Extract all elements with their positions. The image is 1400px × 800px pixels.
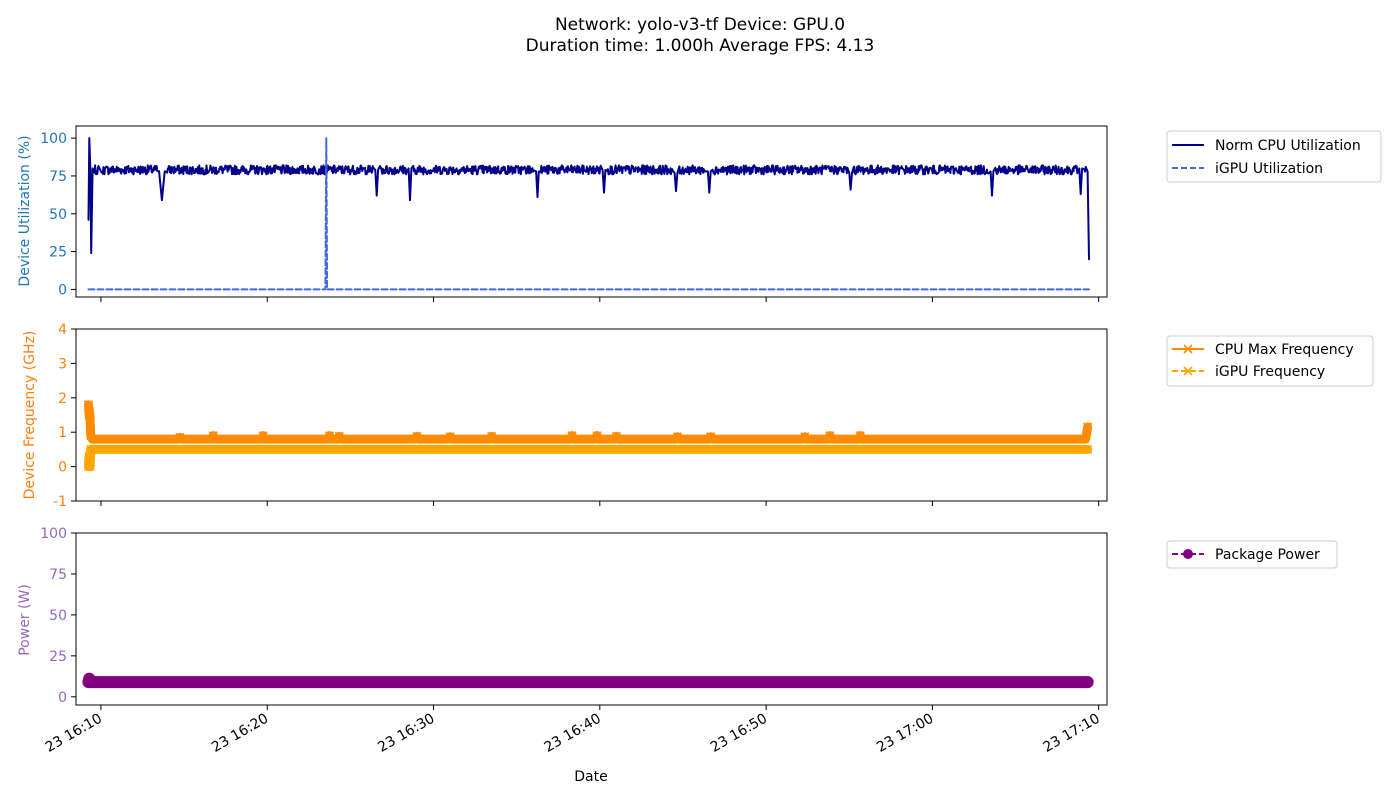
frequency-y-ticks: -1 0 1 2 3 4 bbox=[53, 322, 76, 510]
legend-label-norm-cpu: Norm CPU Utilization bbox=[1215, 138, 1361, 154]
data-point-1-0-11 bbox=[445, 432, 455, 442]
frequency-plot-area bbox=[83, 400, 1093, 472]
chart-title-line-1: Network: yolo-v3-tf Device: GPU.0 bbox=[555, 15, 845, 35]
utilization-y-ticks: 0 25 50 75 100 bbox=[40, 131, 76, 298]
frequency-y-tick-label-1: 0 bbox=[58, 460, 67, 476]
x-tick-label-0: 23 16:10 bbox=[43, 711, 105, 756]
data-point-1-1-4 bbox=[86, 444, 96, 454]
frequency-y-tick-label-3: 2 bbox=[58, 391, 67, 407]
legend-marker-cpu-max-freq bbox=[1183, 344, 1193, 354]
data-point-2-0-2 bbox=[84, 676, 97, 689]
legend-label-package-power: Package Power bbox=[1215, 547, 1320, 563]
data-point-1-0-9 bbox=[334, 431, 344, 441]
legend-marker-package-power bbox=[1183, 549, 1193, 559]
data-point-1-0-18 bbox=[800, 432, 810, 442]
series-line-igpu-frequency bbox=[84, 444, 1093, 472]
data-point-1-0-8 bbox=[325, 431, 335, 441]
data-point-1-0-21 bbox=[1083, 422, 1093, 432]
data-point-1-0-3 bbox=[85, 413, 95, 424]
frequency-legend-box bbox=[1166, 335, 1374, 387]
data-point-1-0-15 bbox=[611, 431, 622, 441]
data-point-1-0-17 bbox=[706, 432, 716, 442]
utilization-axes-frame bbox=[75, 125, 1108, 298]
data-point-1-1-5 bbox=[1083, 444, 1093, 454]
data-point-1-0-10 bbox=[412, 431, 422, 441]
x-tick-label-1: 23 16:20 bbox=[209, 711, 271, 756]
panel-utilization: 0 25 50 75 100 Device Utilization (%) Norm C… bbox=[17, 125, 1382, 298]
power-legend-box bbox=[1166, 540, 1338, 569]
data-point-1-0-14 bbox=[592, 431, 602, 441]
power-legend: Package Power bbox=[1166, 540, 1338, 569]
panel-frequency: -1 0 1 2 3 4 Device Frequency (GHz) CPU Max F… bbox=[22, 322, 1374, 510]
x-axis-label: Date bbox=[574, 769, 607, 785]
data-point-2-0-3 bbox=[1081, 676, 1094, 689]
series-line-norm-cpu-utilization bbox=[87, 137, 1090, 261]
x-tick-label-3: 23 16:40 bbox=[542, 711, 604, 756]
power-axes-frame bbox=[75, 532, 1108, 706]
legend-label-igpu-util: iGPU Utilization bbox=[1215, 161, 1323, 177]
power-plot-area bbox=[82, 672, 1094, 689]
frequency-y-tick-label-0: -1 bbox=[53, 494, 67, 510]
frequency-y-axis-label: Device Frequency (GHz) bbox=[22, 331, 38, 500]
utilization-y-tick-label-4: 100 bbox=[40, 131, 67, 147]
x-tick-label-5: 23 17:00 bbox=[874, 711, 936, 756]
legend-label-cpu-max-freq: CPU Max Frequency bbox=[1215, 342, 1354, 358]
panel-power: 0 25 50 75 100 Power (W) Package Power bbox=[17, 526, 1338, 706]
utilization-plot-area bbox=[87, 137, 1090, 291]
series-line-package-power bbox=[82, 672, 1094, 689]
series-line-igpu-utilization bbox=[87, 137, 1090, 291]
legend-label-igpu-freq: iGPU Frequency bbox=[1215, 364, 1325, 380]
series-line-cpu-max-frequency bbox=[84, 400, 1093, 444]
power-y-tick-label-4: 100 bbox=[40, 526, 67, 542]
data-point-1-0-12 bbox=[487, 431, 497, 441]
chart-title-line-2: Duration time: 1.000h Average FPS: 4.13 bbox=[526, 36, 875, 56]
frequency-y-tick-label-5: 4 bbox=[58, 322, 67, 338]
frequency-axes-frame bbox=[75, 328, 1108, 502]
power-y-tick-label-3: 75 bbox=[49, 567, 67, 583]
legend-marker-igpu-freq bbox=[1183, 366, 1193, 376]
x-tick-label-6: 23 17:10 bbox=[1040, 711, 1102, 756]
data-point-1-1-2 bbox=[85, 458, 95, 468]
data-point-1-0-7 bbox=[258, 431, 268, 441]
data-point-1-0-13 bbox=[567, 431, 577, 441]
power-y-tick-label-2: 50 bbox=[49, 608, 67, 624]
utilization-legend-box bbox=[1166, 130, 1382, 183]
data-point-1-0-6 bbox=[208, 431, 218, 441]
x-tick-label-2: 23 16:30 bbox=[375, 711, 437, 756]
frequency-y-tick-label-4: 3 bbox=[58, 356, 67, 372]
data-point-1-0-4 bbox=[86, 431, 96, 441]
data-point-1-1-3 bbox=[85, 462, 95, 472]
power-y-tick-label-0: 0 bbox=[58, 690, 67, 706]
utilization-y-tick-label-0: 0 bbox=[58, 282, 67, 298]
utilization-y-tick-label-3: 75 bbox=[49, 169, 67, 185]
data-point-1-0-5 bbox=[175, 432, 185, 442]
data-point-1-0-20 bbox=[855, 431, 865, 441]
utilization-y-tick-label-2: 50 bbox=[49, 207, 67, 223]
x-tick-label-4: 23 16:50 bbox=[708, 711, 770, 756]
utilization-y-axis-label: Device Utilization (%) bbox=[17, 135, 33, 286]
frequency-legend: CPU Max Frequency iGPU Frequency bbox=[1166, 335, 1374, 387]
frequency-y-tick-label-2: 1 bbox=[58, 425, 67, 441]
power-y-ticks: 0 25 50 75 100 bbox=[40, 526, 76, 706]
utilization-y-tick-label-1: 25 bbox=[49, 245, 67, 261]
power-y-axis-label: Power (W) bbox=[17, 584, 33, 656]
data-point-1-0-19 bbox=[825, 431, 835, 441]
data-point-1-0-16 bbox=[672, 432, 682, 442]
power-y-tick-label-1: 25 bbox=[49, 649, 67, 665]
utilization-legend: Norm CPU Utilization iGPU Utilization bbox=[1166, 130, 1382, 183]
